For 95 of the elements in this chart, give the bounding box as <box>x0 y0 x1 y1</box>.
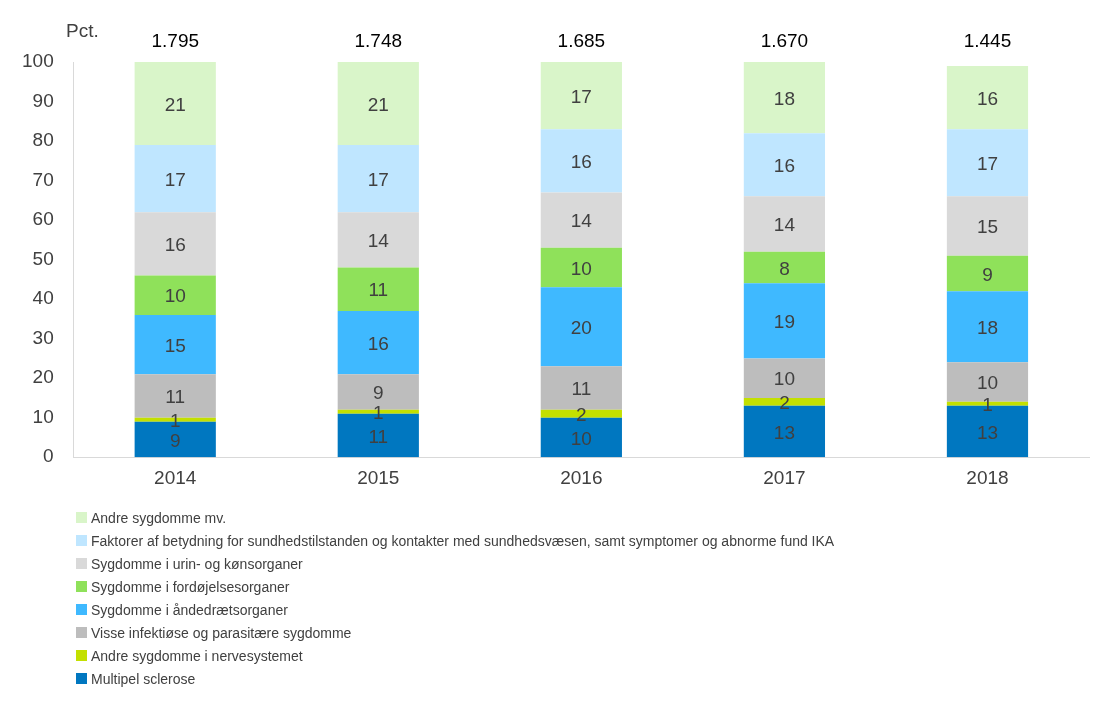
bar <box>337 144 419 213</box>
legend-label: Sygdomme i fordøjelsesorganer <box>91 578 290 595</box>
bar <box>337 62 419 145</box>
y-tick-label: 10 <box>32 405 54 427</box>
data-label: 18 <box>773 87 795 109</box>
data-label: 13 <box>976 421 999 443</box>
data-label: 14 <box>367 230 390 252</box>
bar <box>540 247 622 288</box>
data-label: 1 <box>373 401 384 423</box>
data-label: 19 <box>773 311 795 333</box>
data-label: 14 <box>570 210 593 232</box>
bar <box>946 65 1029 130</box>
data-label: 17 <box>164 168 186 190</box>
legend-label: Faktorer af betydning for sundhedstilstanden og kontakter med sundhedsvæsen, samt symptomer og abnorme fund IKA <box>91 532 835 549</box>
data-label: 15 <box>976 216 999 238</box>
bar <box>134 314 216 375</box>
y-axis-title: Pct. <box>65 20 99 42</box>
data-label: 11 <box>165 386 186 408</box>
y-tick-label: 90 <box>32 89 54 111</box>
bar <box>337 267 419 311</box>
data-label: 1 <box>982 394 993 416</box>
data-label: 11 <box>571 378 592 400</box>
data-label: 20 <box>570 317 592 339</box>
y-tick-label: 0 <box>43 445 54 467</box>
data-label: 11 <box>368 425 389 447</box>
data-label: 13 <box>773 421 795 443</box>
data-label: 18 <box>976 317 999 339</box>
bar <box>743 283 826 359</box>
y-tick-label: 60 <box>32 208 54 230</box>
data-label: 16 <box>976 87 999 109</box>
bar <box>540 366 622 410</box>
bar <box>134 144 216 213</box>
data-label: 14 <box>773 214 796 236</box>
bar <box>134 62 216 145</box>
data-label: 16 <box>164 234 186 256</box>
y-tick-label: 80 <box>32 129 54 151</box>
data-label: 21 <box>164 93 186 115</box>
data-label: 10 <box>570 257 592 279</box>
data-label: 10 <box>570 427 592 449</box>
y-tick-label: 50 <box>32 247 54 269</box>
bar <box>946 196 1029 256</box>
data-label: 16 <box>773 154 795 176</box>
data-label: 15 <box>164 334 186 356</box>
data-label: 9 <box>169 429 181 451</box>
data-label: 16 <box>570 151 592 173</box>
bar <box>743 196 826 252</box>
y-tick-label: 100 <box>22 50 54 72</box>
legend-label: Multipel sclerose <box>91 670 196 687</box>
y-tick-label: 20 <box>32 366 54 388</box>
data-label: 9 <box>373 382 384 404</box>
bar <box>337 310 419 375</box>
text: 1.445 <box>963 30 1012 52</box>
bar <box>134 212 216 276</box>
bar <box>540 287 622 367</box>
y-tick-label: 40 <box>32 287 54 309</box>
data-label: 21 <box>367 93 389 115</box>
bar <box>540 129 622 193</box>
data-label: 11 <box>368 279 389 301</box>
text: 1.670 <box>760 30 809 52</box>
data-label: 10 <box>773 368 795 390</box>
text: 1.685 <box>557 30 606 52</box>
data-label: 1 <box>169 409 181 431</box>
data-label: 16 <box>367 332 389 354</box>
x-tick-label: 2015 <box>357 466 400 488</box>
bar <box>743 62 826 134</box>
bar <box>743 133 826 197</box>
text: 1.795 <box>151 30 199 52</box>
x-tick-label: 2016 <box>560 466 603 488</box>
x-tick-label: 2018 <box>966 466 1009 488</box>
legend-label: Andre sygdomme mv. <box>91 509 227 526</box>
x-tick-label: 2014 <box>154 466 197 488</box>
bar <box>337 212 419 268</box>
legend-label: Andre sygdomme i nervesystemet <box>91 647 303 664</box>
bar <box>946 129 1029 197</box>
legend-label: Visse infektiøse og parasitære sygdomme <box>91 624 352 641</box>
data-label: 9 <box>982 263 993 285</box>
data-label: 10 <box>164 285 186 307</box>
bar <box>540 62 622 130</box>
data-label: 17 <box>367 168 389 190</box>
legend-label: Sygdomme i åndedrætsorganer <box>91 601 288 618</box>
x-tick-label: 2017 <box>763 466 806 488</box>
bar <box>743 251 826 284</box>
bar <box>134 275 216 315</box>
bar <box>946 291 1029 363</box>
data-label: 17 <box>570 85 592 107</box>
bar <box>540 192 622 248</box>
bar <box>946 255 1029 292</box>
bar <box>743 358 826 398</box>
data-label: 8 <box>779 257 790 279</box>
text: 1.748 <box>354 30 403 52</box>
legend-label: Sygdomme i urin- og kønsorganer <box>91 555 303 572</box>
y-tick-label: 70 <box>32 168 54 190</box>
y-tick-label: 30 <box>32 326 54 348</box>
data-label: 10 <box>976 372 999 394</box>
data-label: 17 <box>976 153 999 175</box>
